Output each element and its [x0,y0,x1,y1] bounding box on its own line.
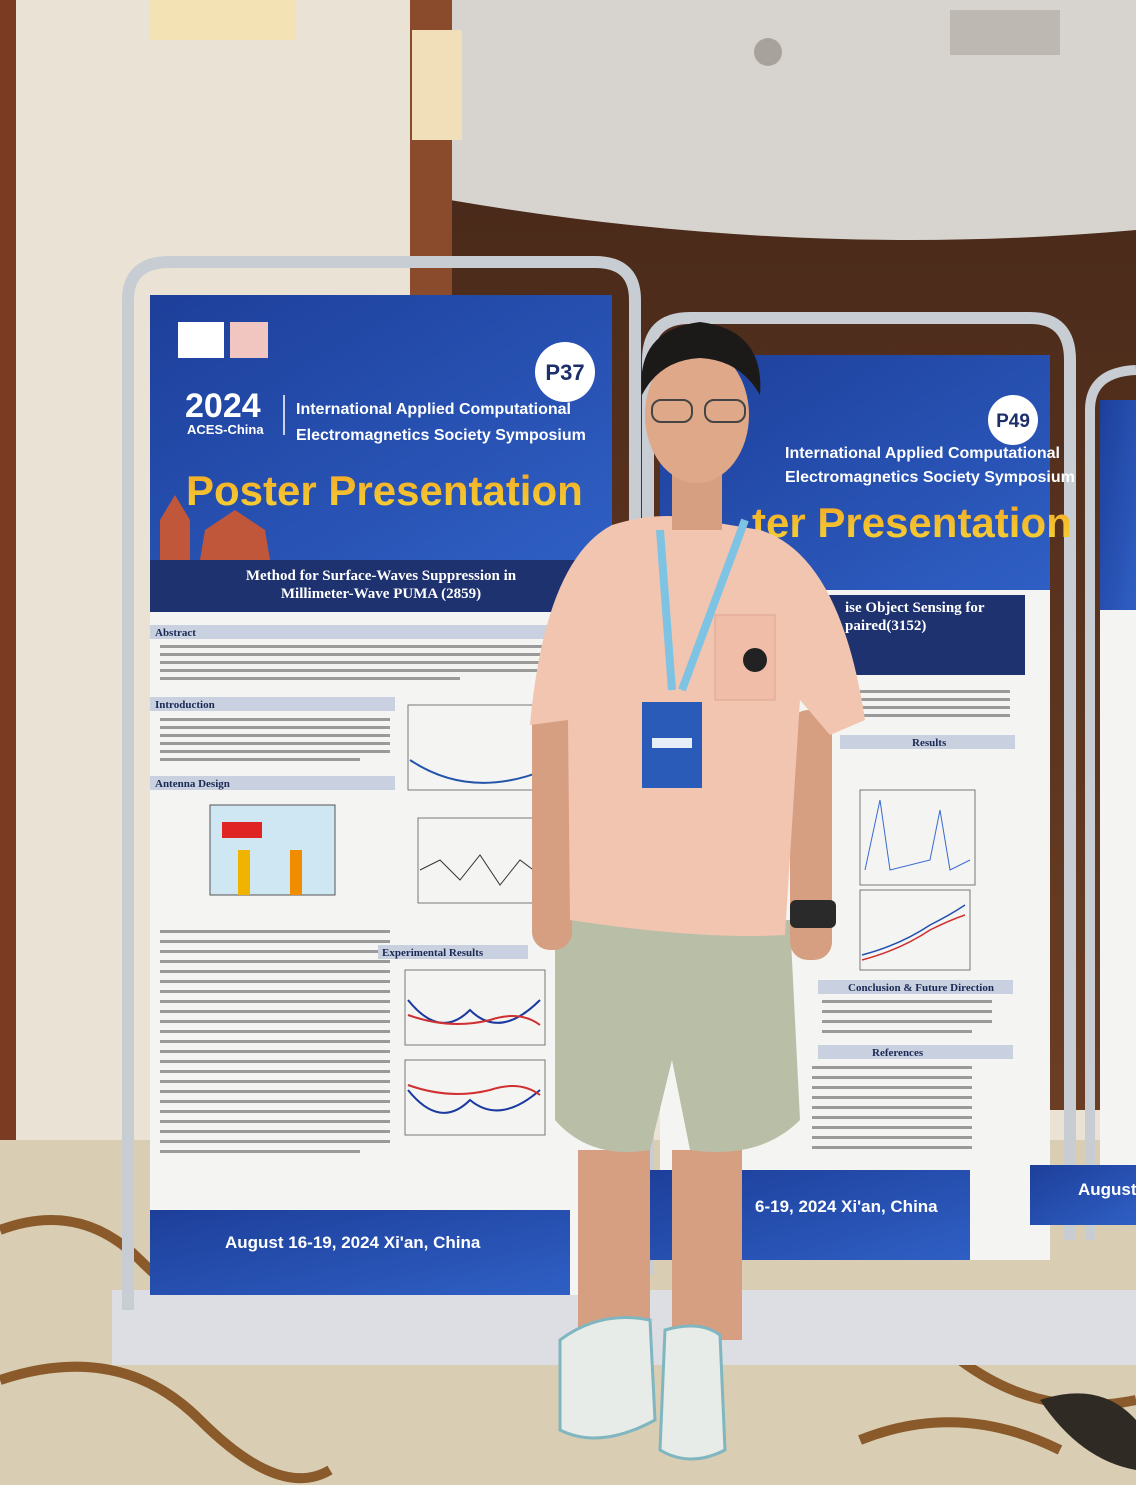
poster-footer [1030,1165,1136,1225]
paper-title: Millimeter-Wave PUMA (2859) [281,586,481,602]
poster-footer-text: 6-19, 2024 Xi'an, China [755,1197,938,1216]
lamp [150,0,295,40]
section-heading: Antenna Design [155,778,230,790]
shirt-print [743,648,767,672]
stand-frame [122,256,641,1310]
arm [790,710,832,960]
section-bar [818,980,1013,994]
section-heading: Experimental Results [382,947,484,959]
badge [988,395,1038,445]
body-text [822,1000,992,1033]
leg [578,1150,650,1330]
paper-title: Method for Surface-Waves Suppression in [246,568,517,584]
badge-text: P49 [996,411,1030,432]
body-text [160,930,390,1153]
poster-footer-text: August 16-19, 2024 Xi'an, China [225,1233,481,1252]
landmark-silhouette [160,495,270,560]
symposium: Electromagnetics Society Symposium [296,427,586,444]
section-bar [150,697,395,711]
poster-footer [150,1210,570,1295]
head [645,347,749,483]
body-text [160,718,390,761]
section-heading: References [872,1047,924,1059]
plot [859,789,976,971]
badge [535,342,595,402]
symposium: Electromagnetics Society Symposium [785,469,1075,486]
stand-frame [1085,365,1136,1240]
ceiling-light [754,38,782,66]
heading: ter Presentation [752,499,1072,546]
body-text [160,645,550,680]
badge-text: P37 [545,360,584,385]
body-text [860,690,1010,717]
title-bar [150,560,612,612]
paper-title: paired(3152) [845,618,926,634]
person [530,322,865,1461]
section-bar [840,735,1015,749]
antenna-diagram [209,804,336,896]
section-heading: Conclusion & Future Direction [848,982,994,994]
glasses [704,399,746,423]
left-pillar [0,0,16,1140]
symposium: International Applied Computational [296,401,571,418]
stand-frame [642,312,1076,1275]
leg [672,1150,742,1340]
poster-header [1100,400,1136,610]
carpet-pattern [0,1215,1136,1484]
poster-footer-text: August 1 [1078,1180,1136,1199]
paper-title: ise Object Sensing for [845,600,985,616]
logo [178,322,224,358]
name-badge-label [652,738,692,748]
logo [230,322,268,358]
section-bar [150,625,550,639]
shoe [558,1316,657,1440]
org: ACES-China [187,422,264,437]
shoe [658,1324,727,1461]
section-heading: Results [912,737,947,749]
hair [641,322,761,395]
lanyard [656,518,749,692]
heading: Poster Presentation [186,467,583,514]
plot [404,969,546,1136]
vent [950,10,1060,55]
section-heading: Abstract [155,627,196,639]
body-text [812,1066,972,1149]
section-bar [818,1045,1013,1059]
section-bar [378,945,528,959]
glasses [651,399,693,423]
section-heading: Introduction [155,699,215,711]
arm [532,700,572,950]
shorts [555,920,800,1152]
symposium: International Applied Computational [785,445,1060,462]
section-bar [150,776,395,790]
year: 2024 [185,387,261,425]
lamp [412,30,462,140]
watch [790,900,836,928]
